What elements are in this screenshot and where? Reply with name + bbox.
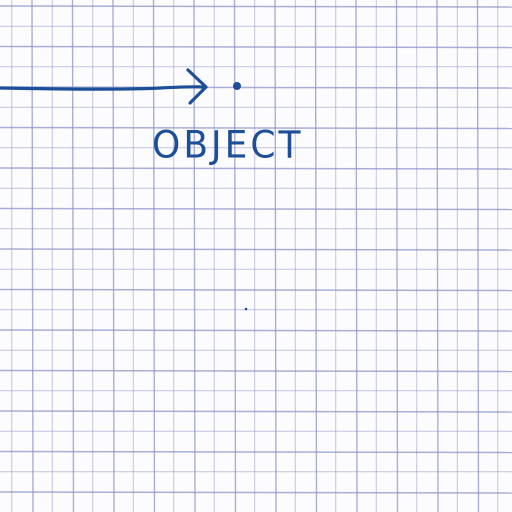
grid-line-horizontal	[0, 45, 512, 49]
grid-line-horizontal	[0, 329, 512, 332]
grid-line-vertical	[71, 0, 75, 512]
grid-line-horizontal	[0, 491, 512, 494]
grid-line-horizontal	[0, 369, 512, 373]
grid-line-vertical	[112, 0, 115, 512]
grid-line-horizontal	[0, 288, 512, 292]
grid-line-horizontal	[0, 167, 512, 170]
grid-line-vertical	[152, 0, 156, 512]
grid-line-horizontal	[0, 450, 512, 454]
grid-line-horizontal	[0, 207, 512, 211]
grid-line-vertical	[436, 0, 439, 512]
object-point	[233, 82, 241, 90]
grid-line-vertical	[476, 0, 480, 512]
grid-line-horizontal	[0, 5, 512, 8]
grid-line-horizontal	[0, 248, 512, 251]
grid-line-horizontal	[0, 126, 512, 130]
grid-line-vertical	[395, 0, 399, 512]
grid-line-vertical	[274, 0, 277, 512]
grid-line-vertical	[31, 0, 34, 512]
stray-ink-dot	[244, 307, 248, 311]
grid-line-vertical	[314, 0, 318, 512]
object-label: OBJECT	[152, 123, 304, 167]
arrow-head-icon	[186, 68, 208, 105]
grid-line-horizontal	[0, 410, 512, 413]
grid-line-vertical	[355, 0, 358, 512]
arrow-shaft	[0, 85, 206, 91]
grid-line-horizontal	[0, 86, 512, 89]
